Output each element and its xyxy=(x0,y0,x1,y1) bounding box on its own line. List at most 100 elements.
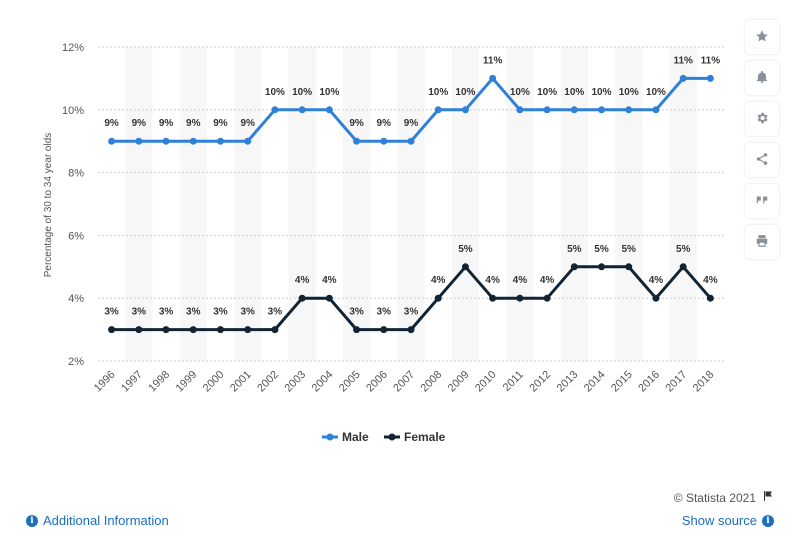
y-axis-label: Percentage of 30 to 34 year olds xyxy=(43,133,54,278)
data-point-female[interactable] xyxy=(108,326,116,334)
data-point-female[interactable] xyxy=(706,294,714,302)
data-point-male[interactable] xyxy=(598,106,606,114)
data-point-male[interactable] xyxy=(380,137,388,145)
data-label-male: 9% xyxy=(186,118,201,129)
star-button[interactable] xyxy=(745,20,779,54)
data-label-female: 3% xyxy=(349,307,364,318)
x-tick-label: 2007 xyxy=(391,369,417,395)
data-point-female[interactable] xyxy=(407,326,415,334)
data-point-female[interactable] xyxy=(189,326,197,334)
data-label-male: 10% xyxy=(592,87,612,98)
x-tick-label: 2003 xyxy=(282,369,308,395)
data-point-male[interactable] xyxy=(489,74,497,82)
y-tick-label: 8% xyxy=(68,168,84,180)
data-point-female[interactable] xyxy=(135,326,143,334)
data-point-male[interactable] xyxy=(625,106,633,114)
data-label-male: 9% xyxy=(159,118,174,129)
data-point-male[interactable] xyxy=(244,137,252,145)
legend-marker xyxy=(388,433,396,441)
x-tick-label: 2013 xyxy=(555,369,581,395)
data-point-male[interactable] xyxy=(353,137,361,145)
data-point-male[interactable] xyxy=(516,106,524,114)
data-point-female[interactable] xyxy=(543,294,551,302)
series-male: 9% 9% 9% 9% 9% 9% 10% 10% 10% 9% 9% 9% 10% 10% 11% 10% 1… xyxy=(104,55,720,145)
data-point-male[interactable] xyxy=(325,106,333,114)
data-label-female: 4% xyxy=(295,275,310,286)
legend-item-female[interactable]: Female xyxy=(384,430,446,444)
x-tick-label: 2010 xyxy=(473,369,499,395)
data-point-female[interactable] xyxy=(353,326,361,334)
data-point-female[interactable] xyxy=(461,263,469,271)
share-button[interactable] xyxy=(745,143,779,177)
y-axis-ticks: 2% 4% 6% 8% 10% 12% xyxy=(62,42,84,368)
data-point-male[interactable] xyxy=(461,106,469,114)
data-point-female[interactable] xyxy=(298,294,306,302)
data-label-male: 9% xyxy=(213,118,228,129)
column-band xyxy=(397,47,425,361)
data-label-male: 10% xyxy=(455,87,475,98)
data-point-female[interactable] xyxy=(434,294,442,302)
data-label-female: 5% xyxy=(622,244,637,255)
notification-button[interactable] xyxy=(745,61,779,95)
data-label-male: 10% xyxy=(319,87,339,98)
x-tick-label: 1996 xyxy=(92,369,118,395)
data-point-male[interactable] xyxy=(271,106,279,114)
data-point-male[interactable] xyxy=(298,106,306,114)
y-tick-label: 4% xyxy=(68,293,84,305)
x-tick-label: 2012 xyxy=(527,369,553,395)
x-tick-label: 2009 xyxy=(446,369,472,395)
data-point-male[interactable] xyxy=(706,74,714,82)
data-point-male[interactable] xyxy=(189,137,197,145)
y-tick-label: 10% xyxy=(62,105,84,117)
data-point-male[interactable] xyxy=(216,137,224,145)
data-point-male[interactable] xyxy=(434,106,442,114)
data-label-female: 4% xyxy=(540,275,555,286)
additional-info-link[interactable]: i Additional Information xyxy=(26,513,169,528)
data-point-female[interactable] xyxy=(570,263,578,271)
data-point-female[interactable] xyxy=(162,326,170,334)
settings-button[interactable] xyxy=(745,102,779,136)
x-tick-label: 2015 xyxy=(609,369,635,395)
data-point-female[interactable] xyxy=(625,263,633,271)
data-label-male: 9% xyxy=(404,118,419,129)
data-point-female[interactable] xyxy=(516,294,524,302)
data-point-male[interactable] xyxy=(570,106,578,114)
gear-icon xyxy=(755,111,769,128)
data-point-female[interactable] xyxy=(325,294,333,302)
data-point-female[interactable] xyxy=(271,326,279,334)
show-source-link[interactable]: Show source i xyxy=(682,513,774,528)
x-tick-label: 2018 xyxy=(691,369,717,395)
data-point-male[interactable] xyxy=(652,106,660,114)
data-point-female[interactable] xyxy=(679,263,687,271)
data-label-female: 4% xyxy=(649,275,664,286)
data-label-female: 4% xyxy=(703,275,718,286)
data-point-female[interactable] xyxy=(489,294,497,302)
flag-icon[interactable] xyxy=(762,490,774,505)
data-point-male[interactable] xyxy=(679,74,687,82)
data-point-female[interactable] xyxy=(652,294,660,302)
column-band xyxy=(125,47,153,361)
data-label-male: 10% xyxy=(428,87,448,98)
star-icon xyxy=(755,29,769,46)
data-label-male: 10% xyxy=(646,87,666,98)
legend: Male Female xyxy=(322,430,446,444)
data-point-male[interactable] xyxy=(162,137,170,145)
data-point-female[interactable] xyxy=(598,263,606,271)
data-point-male[interactable] xyxy=(135,137,143,145)
data-point-male[interactable] xyxy=(108,137,116,145)
data-point-female[interactable] xyxy=(244,326,252,334)
quote-icon xyxy=(755,193,769,210)
data-point-male[interactable] xyxy=(543,106,551,114)
legend-item-male[interactable]: Male xyxy=(322,430,369,444)
data-point-female[interactable] xyxy=(380,326,388,334)
data-point-male[interactable] xyxy=(407,137,415,145)
data-label-female: 3% xyxy=(213,307,228,318)
data-label-female: 4% xyxy=(431,275,446,286)
x-tick-label: 2004 xyxy=(310,369,336,395)
cite-button[interactable] xyxy=(745,184,779,218)
copyright-text: © Statista 2021 xyxy=(673,490,756,505)
print-button[interactable] xyxy=(745,225,779,259)
data-point-female[interactable] xyxy=(216,326,224,334)
x-tick-label: 1997 xyxy=(119,369,145,395)
